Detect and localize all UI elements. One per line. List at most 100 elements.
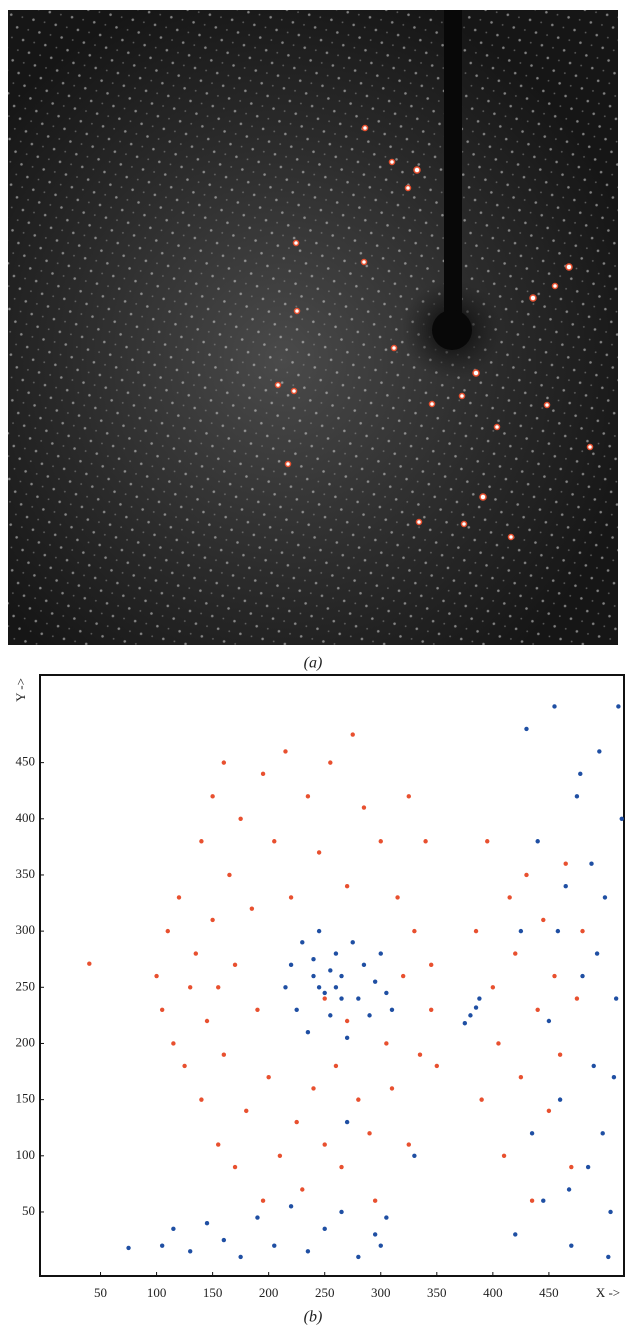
point bbox=[372, 1198, 378, 1203]
point bbox=[395, 895, 400, 900]
point bbox=[344, 1119, 350, 1125]
point bbox=[210, 917, 215, 923]
point bbox=[305, 794, 311, 799]
point bbox=[529, 1131, 535, 1136]
point bbox=[462, 1021, 468, 1026]
point bbox=[232, 1164, 238, 1170]
point bbox=[389, 1007, 395, 1012]
point bbox=[272, 1243, 277, 1248]
point bbox=[384, 1041, 389, 1046]
point bbox=[255, 1215, 260, 1220]
point bbox=[255, 1007, 260, 1012]
point bbox=[126, 1245, 131, 1251]
point bbox=[518, 928, 524, 934]
point bbox=[569, 1243, 574, 1248]
point bbox=[378, 839, 383, 844]
point bbox=[316, 850, 322, 855]
point bbox=[193, 951, 199, 956]
point bbox=[412, 1153, 417, 1159]
point bbox=[507, 895, 512, 900]
point bbox=[529, 1198, 535, 1203]
point bbox=[429, 962, 434, 968]
point bbox=[260, 1198, 266, 1203]
point bbox=[361, 962, 367, 968]
point bbox=[305, 1249, 311, 1254]
point bbox=[221, 760, 227, 765]
point bbox=[513, 951, 518, 956]
point bbox=[300, 1187, 305, 1192]
point bbox=[535, 839, 540, 844]
point bbox=[216, 1142, 221, 1147]
point bbox=[417, 1052, 423, 1057]
point bbox=[496, 1041, 501, 1046]
point bbox=[283, 985, 288, 990]
point bbox=[266, 1074, 271, 1080]
point bbox=[311, 957, 316, 962]
point bbox=[513, 1232, 518, 1237]
point bbox=[361, 805, 367, 810]
x-tick-label: 350 bbox=[427, 1285, 447, 1300]
point bbox=[339, 996, 344, 1001]
point bbox=[578, 771, 583, 777]
point bbox=[611, 1074, 617, 1080]
point bbox=[350, 940, 355, 945]
point bbox=[244, 1108, 249, 1114]
y-tick-label: 50 bbox=[22, 1203, 35, 1218]
y-tick-label: 150 bbox=[16, 1091, 36, 1106]
point bbox=[339, 973, 344, 979]
point bbox=[378, 951, 383, 956]
point bbox=[199, 839, 204, 844]
point bbox=[552, 973, 557, 979]
point bbox=[333, 951, 339, 956]
point bbox=[490, 985, 496, 990]
point bbox=[406, 1142, 411, 1147]
point bbox=[182, 1063, 187, 1069]
point bbox=[216, 985, 221, 990]
point bbox=[367, 1013, 372, 1018]
point bbox=[594, 951, 600, 956]
point bbox=[171, 1041, 176, 1046]
y-tick-label: 250 bbox=[16, 978, 36, 993]
point bbox=[557, 1052, 563, 1057]
point bbox=[288, 895, 294, 900]
point bbox=[204, 1018, 210, 1024]
x-tick-label: 450 bbox=[539, 1285, 559, 1300]
point bbox=[188, 1249, 193, 1254]
point bbox=[569, 1164, 574, 1170]
point bbox=[585, 1164, 591, 1170]
point bbox=[277, 1153, 283, 1159]
point bbox=[356, 1097, 361, 1102]
point bbox=[288, 962, 294, 968]
point bbox=[356, 996, 361, 1001]
point bbox=[339, 1164, 344, 1170]
point bbox=[232, 962, 238, 968]
point bbox=[473, 1005, 479, 1010]
point bbox=[574, 996, 580, 1001]
point bbox=[372, 1232, 378, 1237]
y-tick-label: 450 bbox=[16, 754, 36, 769]
point bbox=[221, 1237, 227, 1243]
point bbox=[613, 996, 619, 1001]
point bbox=[238, 816, 243, 821]
point bbox=[322, 990, 327, 996]
point bbox=[580, 928, 585, 934]
x-tick-label: 50 bbox=[94, 1285, 107, 1300]
point bbox=[574, 794, 580, 799]
point bbox=[384, 990, 389, 996]
point bbox=[328, 760, 333, 765]
x-tick-label: 400 bbox=[483, 1285, 503, 1300]
point bbox=[400, 973, 406, 979]
point bbox=[333, 1063, 339, 1069]
y-tick-label: 300 bbox=[16, 922, 36, 937]
point bbox=[541, 1198, 546, 1203]
y-tick-label: 200 bbox=[16, 1034, 36, 1049]
point bbox=[344, 1035, 350, 1041]
point bbox=[389, 1086, 395, 1091]
panel-label: (a) bbox=[304, 655, 323, 672]
point bbox=[367, 1131, 372, 1136]
y-tick-label: 350 bbox=[16, 866, 36, 881]
point bbox=[311, 973, 316, 979]
panel-label: (b) bbox=[304, 1309, 323, 1326]
point bbox=[87, 961, 92, 966]
point bbox=[479, 1097, 484, 1102]
